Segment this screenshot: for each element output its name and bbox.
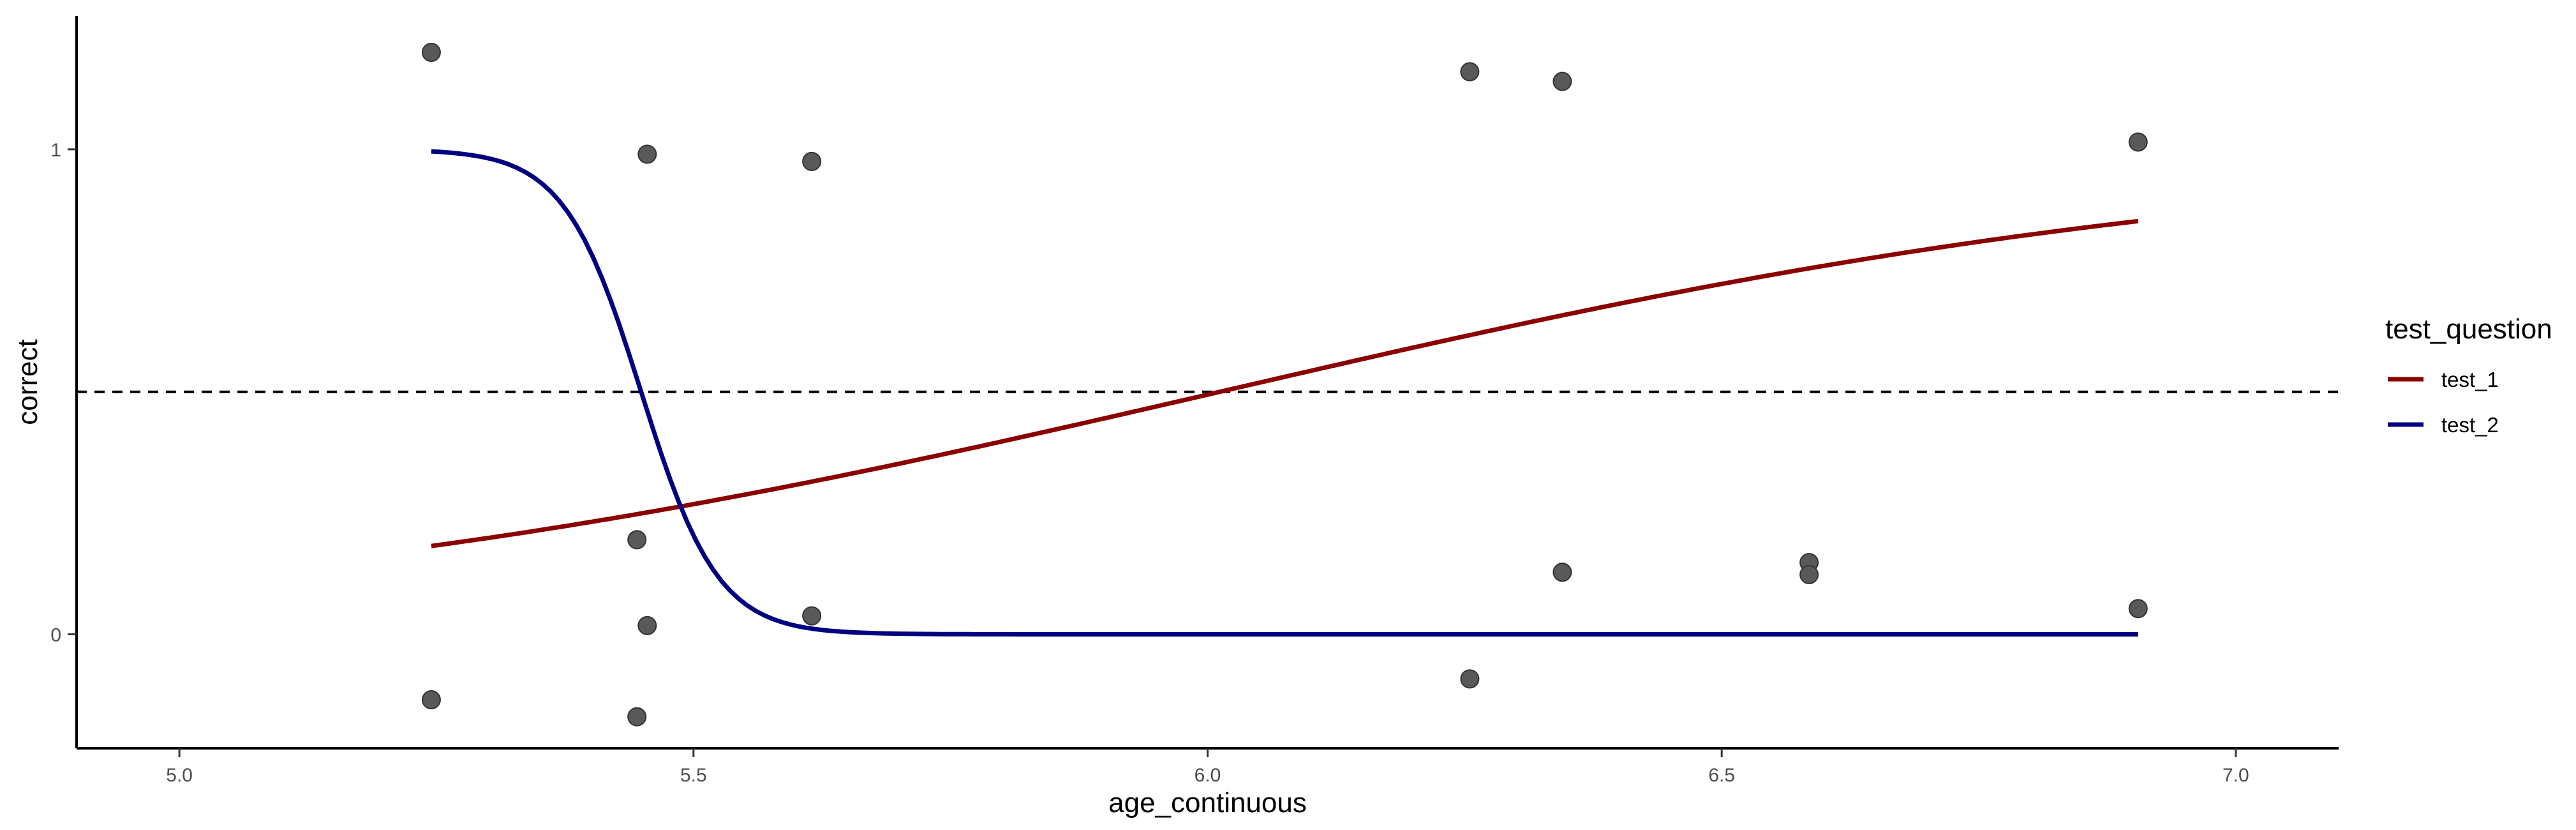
data-point bbox=[1460, 62, 1480, 82]
points-layer bbox=[421, 42, 2148, 727]
legend: test_question test_1 test_2 bbox=[2385, 313, 2552, 437]
series-layer bbox=[431, 149, 2139, 637]
x-ticks: 5.0 5.5 6.0 6.5 7.0 bbox=[166, 748, 2249, 786]
x-tick-label: 7.0 bbox=[2222, 765, 2249, 786]
legend-label-test-1: test_1 bbox=[2441, 368, 2499, 391]
data-point bbox=[1460, 669, 1480, 689]
legend-label-test-2: test_2 bbox=[2441, 413, 2499, 437]
plot-area bbox=[77, 42, 2339, 727]
data-point bbox=[802, 606, 822, 626]
y-axis-title: correct bbox=[12, 339, 43, 425]
data-point bbox=[637, 615, 657, 635]
data-point bbox=[627, 530, 647, 550]
x-tick-label: 6.0 bbox=[1195, 765, 1221, 786]
series-line-test-2 bbox=[431, 149, 2138, 637]
series-line-test-1 bbox=[431, 218, 2139, 548]
data-point bbox=[1552, 72, 1572, 91]
data-point bbox=[2128, 599, 2148, 619]
y-tick-label: 1 bbox=[50, 140, 61, 161]
legend-entries: test_1 test_2 bbox=[2388, 368, 2499, 437]
data-point bbox=[1799, 565, 1819, 585]
data-point bbox=[2128, 132, 2148, 152]
data-point bbox=[421, 42, 441, 62]
data-point bbox=[421, 690, 441, 710]
x-tick-label: 5.0 bbox=[166, 765, 193, 786]
data-point bbox=[627, 707, 647, 727]
data-point bbox=[1552, 562, 1572, 582]
data-point bbox=[802, 151, 822, 171]
x-tick-label: 6.5 bbox=[1708, 765, 1735, 786]
data-point bbox=[637, 144, 657, 164]
y-ticks: 01 bbox=[50, 140, 77, 645]
x-axis-title: age_continuous bbox=[1108, 787, 1307, 819]
x-tick-label: 5.5 bbox=[680, 765, 707, 786]
axes: 5.0 5.5 6.0 6.5 7.0 01 age_continuous correc… bbox=[12, 16, 2339, 819]
legend-title: test_question bbox=[2385, 313, 2552, 345]
y-tick-label: 0 bbox=[50, 624, 61, 645]
